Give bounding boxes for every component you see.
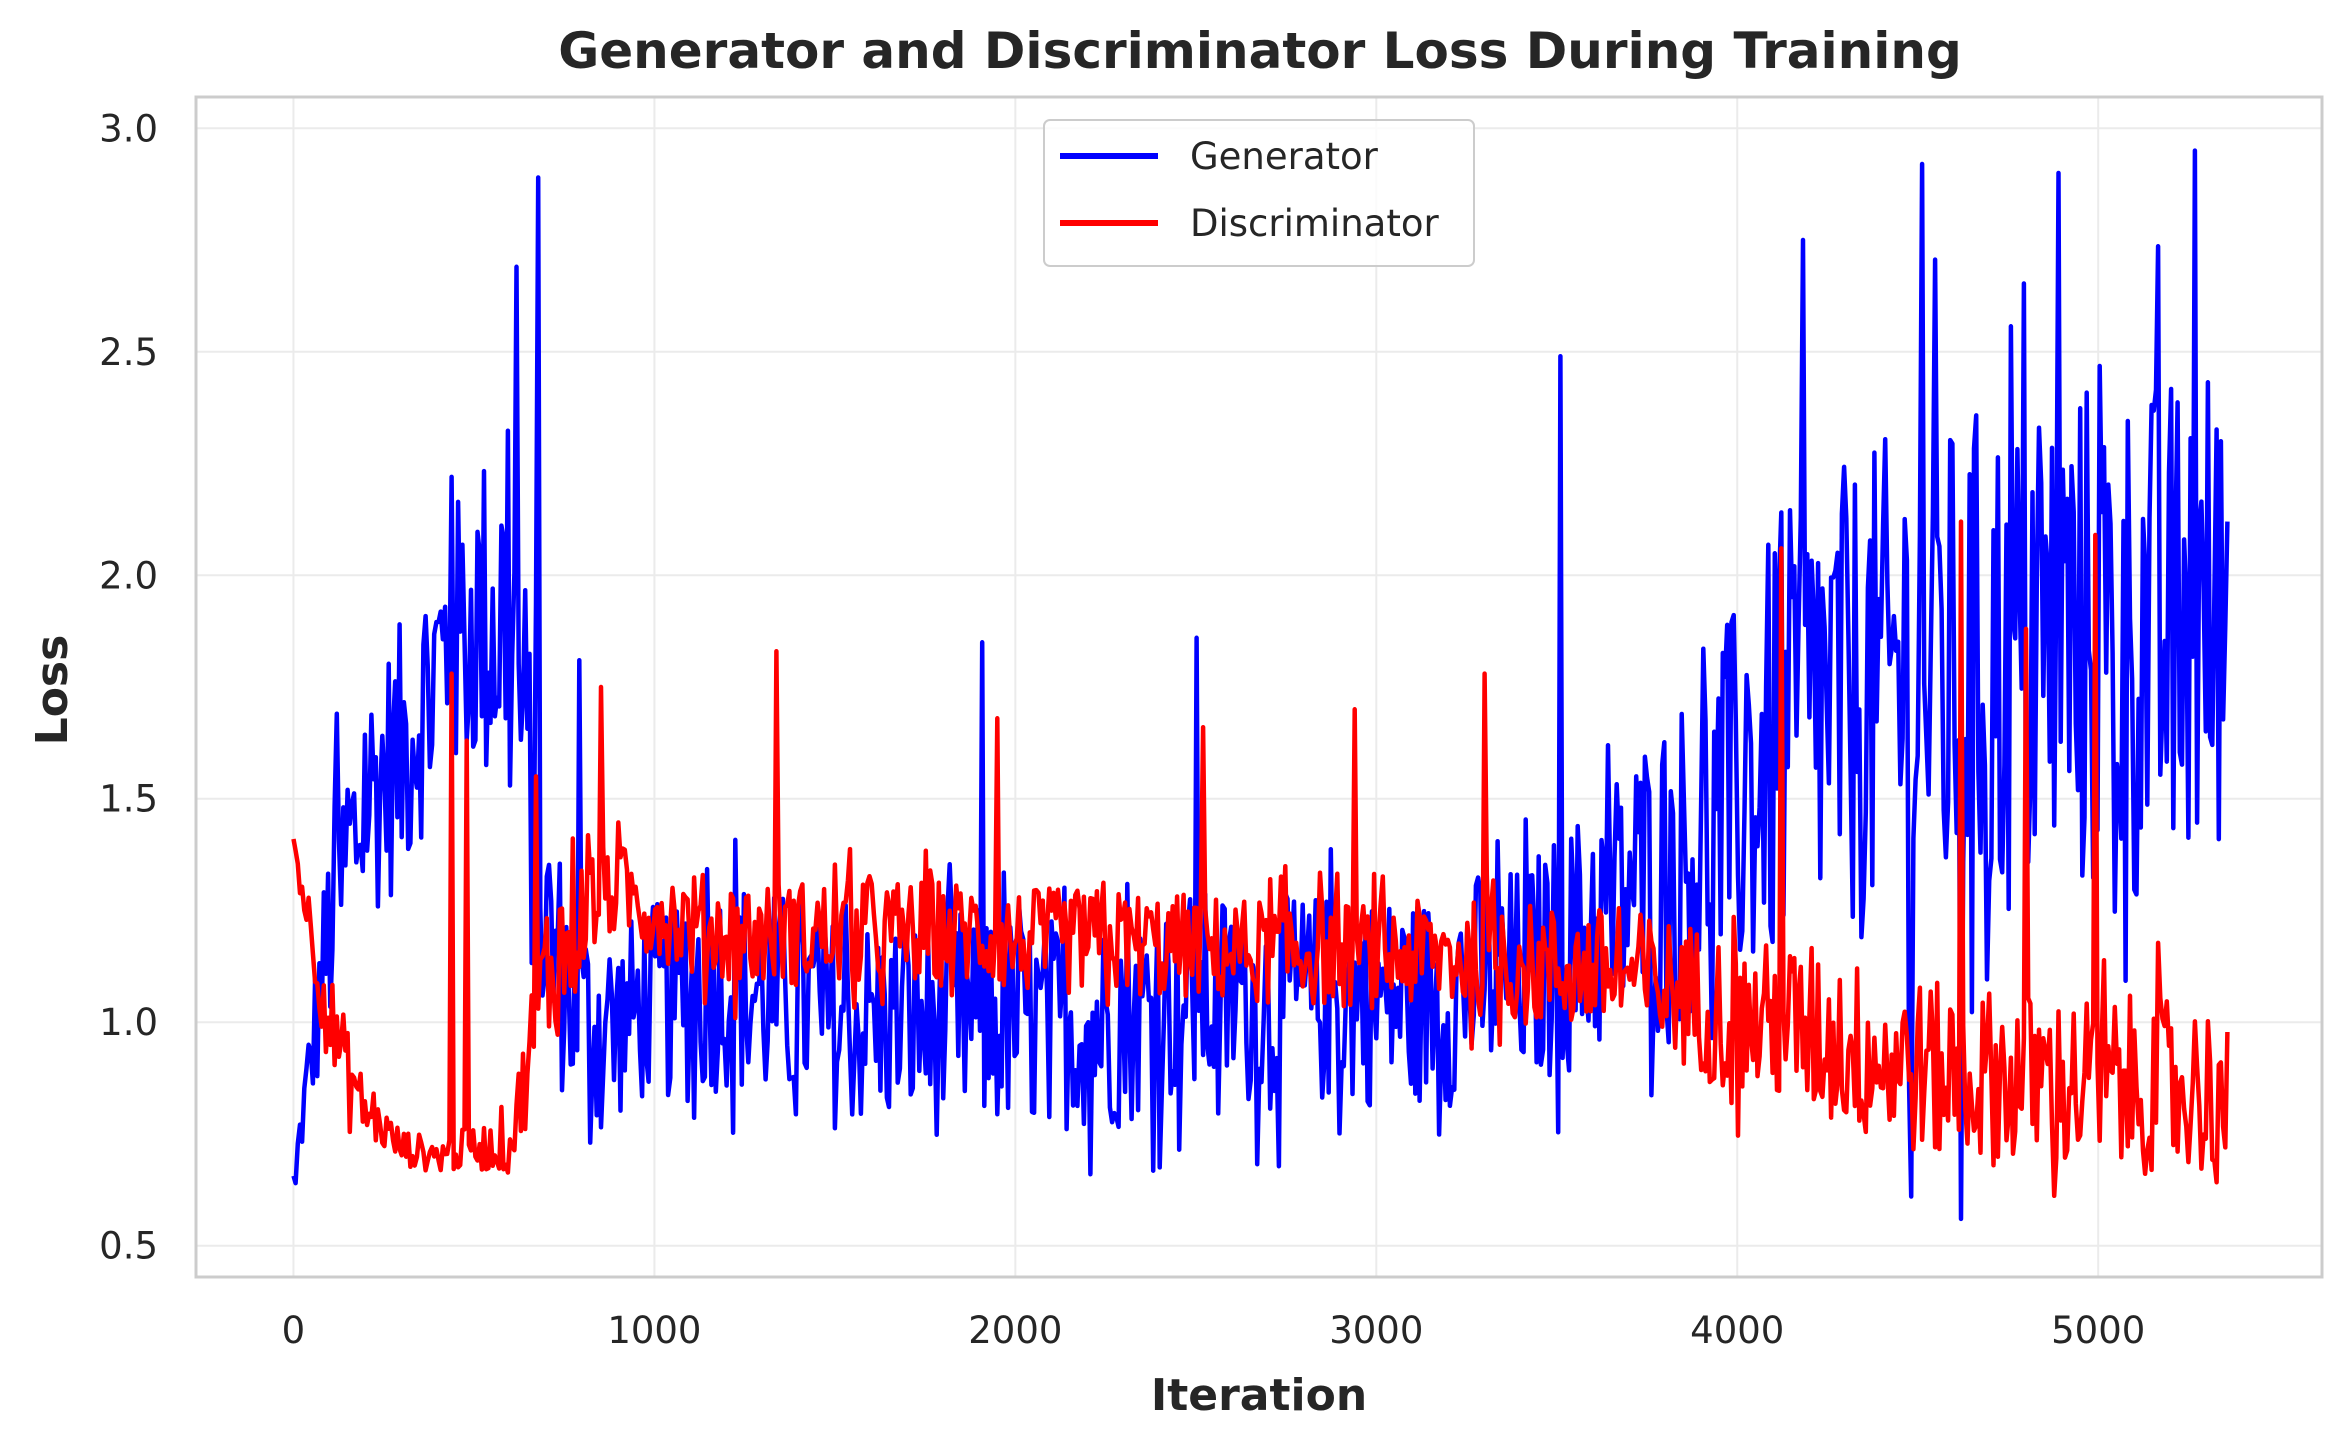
y-tick-label: 1.0 <box>99 1001 158 1044</box>
plot-frame <box>194 95 2324 1279</box>
y-tick-label: 3.0 <box>99 107 158 150</box>
x-tick-label: 3000 <box>1329 1309 1423 1352</box>
legend-label-discriminator: Discriminator <box>1190 202 1439 245</box>
y-tick-label: 2.5 <box>99 331 158 374</box>
x-tick-label: 4000 <box>1690 1309 1784 1352</box>
chart-title: Generator and Discriminator Loss During … <box>558 22 1962 80</box>
x-tick-label: 2000 <box>968 1309 1062 1352</box>
y-tick-label: 1.5 <box>99 778 158 821</box>
y-axis-ticks: 0.5 1.0 1.5 2.0 2.5 3.0 <box>99 107 158 1267</box>
y-axis-label: Loss <box>27 635 78 746</box>
x-tick-label: 5000 <box>2051 1309 2145 1352</box>
legend: Generator Discriminator <box>1043 119 1475 267</box>
series-line-generator <box>291 148 2230 1222</box>
series-line-discriminator <box>291 519 2230 1199</box>
y-tick-label: 2.0 <box>99 554 158 597</box>
x-tick-label: 0 <box>282 1309 306 1352</box>
series-lines <box>291 148 2230 1222</box>
x-axis-ticks: 0 1000 2000 3000 4000 5000 <box>282 1309 2146 1352</box>
y-tick-label: 0.5 <box>99 1225 158 1268</box>
x-tick-label: 1000 <box>607 1309 701 1352</box>
x-axis-label: Iteration <box>1151 1370 1367 1421</box>
legend-label-generator: Generator <box>1190 135 1379 178</box>
